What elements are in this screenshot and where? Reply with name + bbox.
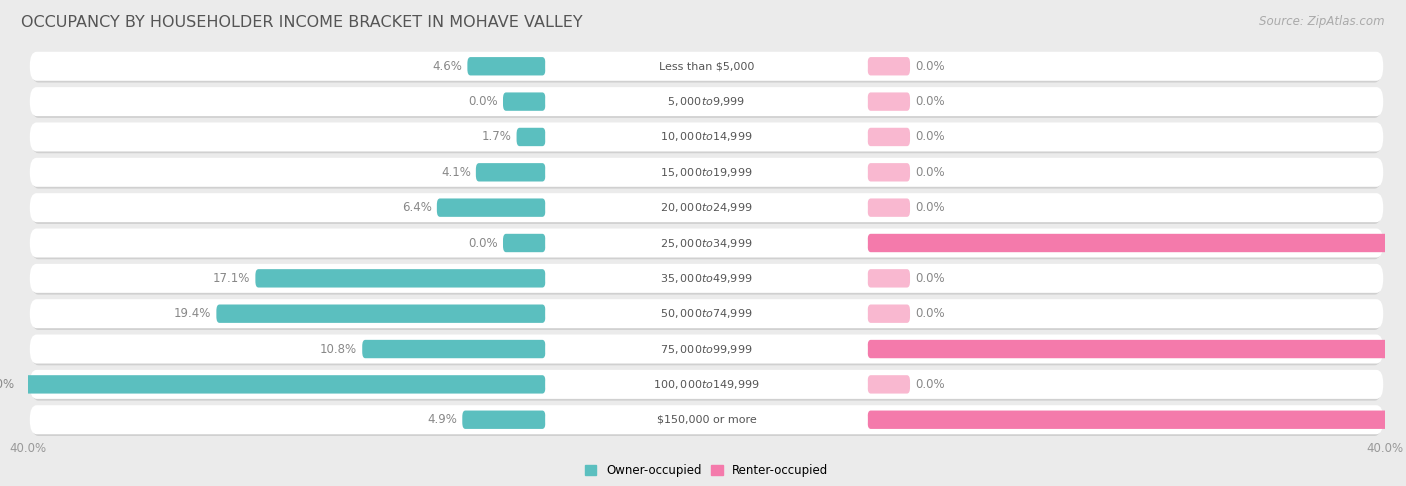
FancyBboxPatch shape	[31, 159, 1382, 189]
FancyBboxPatch shape	[31, 124, 1382, 153]
FancyBboxPatch shape	[546, 128, 868, 146]
FancyBboxPatch shape	[31, 407, 1382, 436]
Text: $15,000 to $19,999: $15,000 to $19,999	[661, 166, 752, 179]
FancyBboxPatch shape	[868, 198, 910, 217]
FancyBboxPatch shape	[546, 340, 868, 358]
Text: $75,000 to $99,999: $75,000 to $99,999	[661, 343, 752, 356]
Text: 0.0%: 0.0%	[915, 166, 945, 179]
Text: $150,000 or more: $150,000 or more	[657, 415, 756, 425]
FancyBboxPatch shape	[31, 53, 1382, 83]
Text: $100,000 to $149,999: $100,000 to $149,999	[654, 378, 759, 391]
FancyBboxPatch shape	[546, 269, 868, 288]
FancyBboxPatch shape	[31, 195, 1382, 224]
Text: 0.0%: 0.0%	[915, 130, 945, 143]
FancyBboxPatch shape	[868, 163, 910, 181]
Text: 4.1%: 4.1%	[441, 166, 471, 179]
Text: 0.0%: 0.0%	[915, 201, 945, 214]
FancyBboxPatch shape	[475, 163, 546, 181]
FancyBboxPatch shape	[868, 305, 910, 323]
FancyBboxPatch shape	[546, 411, 868, 429]
FancyBboxPatch shape	[868, 57, 910, 75]
FancyBboxPatch shape	[217, 305, 546, 323]
FancyBboxPatch shape	[20, 375, 546, 394]
FancyBboxPatch shape	[30, 228, 1384, 258]
FancyBboxPatch shape	[31, 89, 1382, 118]
Text: $35,000 to $49,999: $35,000 to $49,999	[661, 272, 752, 285]
FancyBboxPatch shape	[30, 299, 1384, 328]
Legend: Owner-occupied, Renter-occupied: Owner-occupied, Renter-occupied	[579, 460, 834, 482]
FancyBboxPatch shape	[30, 405, 1384, 434]
Text: $20,000 to $24,999: $20,000 to $24,999	[661, 201, 752, 214]
Text: 10.8%: 10.8%	[321, 343, 357, 356]
Text: OCCUPANCY BY HOUSEHOLDER INCOME BRACKET IN MOHAVE VALLEY: OCCUPANCY BY HOUSEHOLDER INCOME BRACKET …	[21, 15, 582, 30]
FancyBboxPatch shape	[503, 92, 546, 111]
FancyBboxPatch shape	[546, 163, 868, 181]
Text: Source: ZipAtlas.com: Source: ZipAtlas.com	[1260, 15, 1385, 28]
FancyBboxPatch shape	[516, 128, 546, 146]
FancyBboxPatch shape	[31, 230, 1382, 259]
Text: $10,000 to $14,999: $10,000 to $14,999	[661, 130, 752, 143]
FancyBboxPatch shape	[363, 340, 546, 358]
Text: 17.1%: 17.1%	[212, 272, 250, 285]
Text: $50,000 to $74,999: $50,000 to $74,999	[661, 307, 752, 320]
FancyBboxPatch shape	[30, 193, 1384, 222]
Text: 0.0%: 0.0%	[915, 307, 945, 320]
Text: $25,000 to $34,999: $25,000 to $34,999	[661, 237, 752, 249]
Text: 19.4%: 19.4%	[174, 307, 211, 320]
Text: 0.0%: 0.0%	[468, 95, 498, 108]
FancyBboxPatch shape	[546, 198, 868, 217]
Text: 0.0%: 0.0%	[468, 237, 498, 249]
FancyBboxPatch shape	[463, 411, 546, 429]
Text: 4.6%: 4.6%	[433, 60, 463, 73]
FancyBboxPatch shape	[30, 264, 1384, 293]
FancyBboxPatch shape	[30, 158, 1384, 187]
FancyBboxPatch shape	[31, 266, 1382, 295]
FancyBboxPatch shape	[31, 336, 1382, 365]
FancyBboxPatch shape	[868, 411, 1406, 429]
FancyBboxPatch shape	[546, 92, 868, 111]
FancyBboxPatch shape	[256, 269, 546, 288]
Text: 0.0%: 0.0%	[915, 95, 945, 108]
FancyBboxPatch shape	[467, 57, 546, 75]
Text: $5,000 to $9,999: $5,000 to $9,999	[668, 95, 745, 108]
Text: 31.0%: 31.0%	[0, 378, 14, 391]
Text: 0.0%: 0.0%	[915, 272, 945, 285]
FancyBboxPatch shape	[30, 334, 1384, 364]
FancyBboxPatch shape	[546, 57, 868, 75]
FancyBboxPatch shape	[437, 198, 546, 217]
Text: 0.0%: 0.0%	[915, 60, 945, 73]
FancyBboxPatch shape	[30, 87, 1384, 116]
FancyBboxPatch shape	[868, 234, 1406, 252]
FancyBboxPatch shape	[31, 301, 1382, 330]
FancyBboxPatch shape	[30, 370, 1384, 399]
Text: Less than $5,000: Less than $5,000	[659, 61, 754, 71]
FancyBboxPatch shape	[30, 52, 1384, 81]
FancyBboxPatch shape	[503, 234, 546, 252]
FancyBboxPatch shape	[868, 340, 1406, 358]
FancyBboxPatch shape	[546, 375, 868, 394]
FancyBboxPatch shape	[868, 92, 910, 111]
FancyBboxPatch shape	[868, 269, 910, 288]
Text: 0.0%: 0.0%	[915, 378, 945, 391]
Text: 1.7%: 1.7%	[482, 130, 512, 143]
Text: 6.4%: 6.4%	[402, 201, 432, 214]
FancyBboxPatch shape	[31, 372, 1382, 400]
FancyBboxPatch shape	[546, 234, 868, 252]
FancyBboxPatch shape	[868, 128, 910, 146]
FancyBboxPatch shape	[30, 122, 1384, 152]
FancyBboxPatch shape	[868, 375, 910, 394]
Text: 4.9%: 4.9%	[427, 413, 457, 426]
FancyBboxPatch shape	[546, 305, 868, 323]
